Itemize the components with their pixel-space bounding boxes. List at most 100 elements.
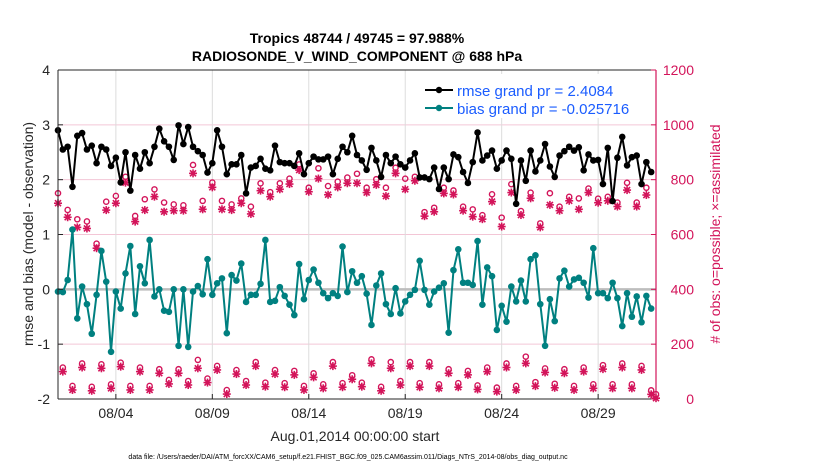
bias-point bbox=[83, 300, 91, 308]
bias-point bbox=[435, 284, 443, 291]
bias-point bbox=[107, 348, 115, 356]
obs-possible-marker bbox=[204, 375, 211, 382]
obs-assimilated-marker bbox=[82, 224, 91, 233]
bias-point bbox=[459, 279, 467, 287]
rmse-point bbox=[329, 170, 337, 178]
rmse-point bbox=[78, 129, 86, 137]
obs-possible-marker bbox=[242, 377, 250, 385]
rmse-point bbox=[368, 144, 375, 152]
obs-possible-marker bbox=[209, 179, 216, 186]
obs-possible-marker bbox=[334, 178, 342, 185]
bias-point bbox=[218, 275, 226, 282]
bias-point bbox=[93, 291, 100, 299]
rmse-point bbox=[585, 151, 592, 158]
rmse-point bbox=[146, 159, 153, 167]
obs-possible-marker bbox=[397, 377, 404, 385]
x-tick-label: 08/19 bbox=[388, 405, 423, 421]
obs-possible-marker bbox=[276, 180, 284, 187]
bias-point bbox=[604, 294, 612, 302]
rmse-point bbox=[348, 132, 356, 140]
rmse-point bbox=[643, 158, 650, 166]
rmse-point bbox=[397, 161, 404, 168]
rmse-point bbox=[122, 148, 129, 156]
obs-possible-marker bbox=[527, 189, 534, 196]
obs-possible-marker bbox=[237, 195, 245, 202]
rmse-point bbox=[609, 197, 616, 205]
rmse-point bbox=[281, 159, 288, 167]
rmse-point bbox=[319, 156, 327, 163]
rmse-point bbox=[107, 162, 115, 170]
rmse-point bbox=[454, 153, 462, 161]
obs-possible-marker bbox=[262, 379, 269, 386]
obs-possible-marker bbox=[618, 360, 626, 367]
data-file-footer: data file: /Users/raeder/DAI/ATM_forcXX/… bbox=[128, 454, 568, 461]
rmse-point bbox=[527, 147, 534, 154]
rmse-point bbox=[372, 157, 380, 164]
obs-assimilated-marker bbox=[468, 212, 477, 221]
obs-possible-marker bbox=[561, 365, 568, 373]
asterisk-center bbox=[644, 193, 649, 198]
asterisk-center bbox=[625, 188, 630, 193]
obs-possible-marker bbox=[73, 215, 81, 223]
bias-point bbox=[406, 291, 414, 299]
bias-point bbox=[204, 255, 211, 263]
obs-assimilated-marker bbox=[164, 379, 173, 388]
bias-point bbox=[348, 267, 356, 275]
bias-point bbox=[286, 301, 293, 308]
rmse-point bbox=[464, 179, 472, 187]
rmse-point bbox=[237, 151, 245, 159]
y-right-tick-label: 1000 bbox=[663, 117, 694, 133]
chart-subtitle: RADIOSONDE_V_WIND_COMPONENT @ 688 hPa bbox=[192, 48, 522, 64]
bias-point bbox=[257, 280, 264, 288]
data-marks bbox=[54, 122, 660, 403]
rmse-point bbox=[532, 168, 539, 175]
bias-point bbox=[319, 289, 327, 297]
bias-point bbox=[189, 288, 197, 295]
asterisk-center bbox=[277, 187, 282, 192]
obs-possible-marker bbox=[580, 364, 587, 371]
bias-point bbox=[213, 280, 221, 287]
asterisk-center bbox=[547, 202, 552, 207]
obs-possible-marker bbox=[233, 366, 240, 374]
obs-possible-marker bbox=[93, 240, 100, 247]
obs-assimilated-marker bbox=[623, 186, 632, 195]
obs-assimilated-marker bbox=[309, 373, 318, 382]
bias-point bbox=[146, 236, 153, 244]
rmse-point bbox=[498, 157, 505, 164]
bias-point bbox=[397, 310, 404, 317]
rmse-point bbox=[556, 152, 563, 159]
obs-possible-marker bbox=[435, 381, 443, 388]
bias-point bbox=[474, 237, 481, 245]
asterisk-center bbox=[191, 171, 196, 176]
obs-assimilated-marker bbox=[169, 206, 178, 215]
bias-point bbox=[175, 342, 182, 350]
bias-point bbox=[633, 293, 641, 300]
rmse-point bbox=[300, 170, 308, 178]
obs-possible-marker bbox=[184, 377, 192, 385]
obs-assimilated-marker bbox=[314, 174, 323, 183]
asterisk-center bbox=[171, 208, 176, 213]
bias-point bbox=[498, 302, 505, 310]
bias-point bbox=[64, 276, 71, 284]
obs-possible-marker bbox=[223, 386, 231, 394]
asterisk-center bbox=[142, 208, 147, 213]
asterisk-center bbox=[470, 214, 475, 219]
obs-possible-marker bbox=[498, 214, 505, 221]
bias-point bbox=[546, 295, 554, 303]
rmse-point bbox=[98, 143, 105, 151]
rmse-point bbox=[305, 159, 313, 167]
rmse-point bbox=[430, 164, 438, 171]
rmse-point bbox=[242, 190, 250, 197]
asterisk-center bbox=[104, 208, 109, 213]
bias-point bbox=[69, 226, 76, 233]
obs-possible-marker bbox=[387, 358, 395, 366]
rmse-point bbox=[160, 137, 168, 145]
bias-point bbox=[377, 270, 385, 277]
y-right-tick-label: 600 bbox=[671, 227, 695, 243]
bias-point bbox=[638, 318, 645, 326]
obs-assimilated-marker bbox=[353, 179, 361, 188]
obs-possible-marker bbox=[310, 370, 317, 377]
rmse-point bbox=[131, 151, 139, 159]
obs-possible-marker bbox=[136, 364, 144, 371]
legend-rmse-marker bbox=[435, 86, 443, 94]
